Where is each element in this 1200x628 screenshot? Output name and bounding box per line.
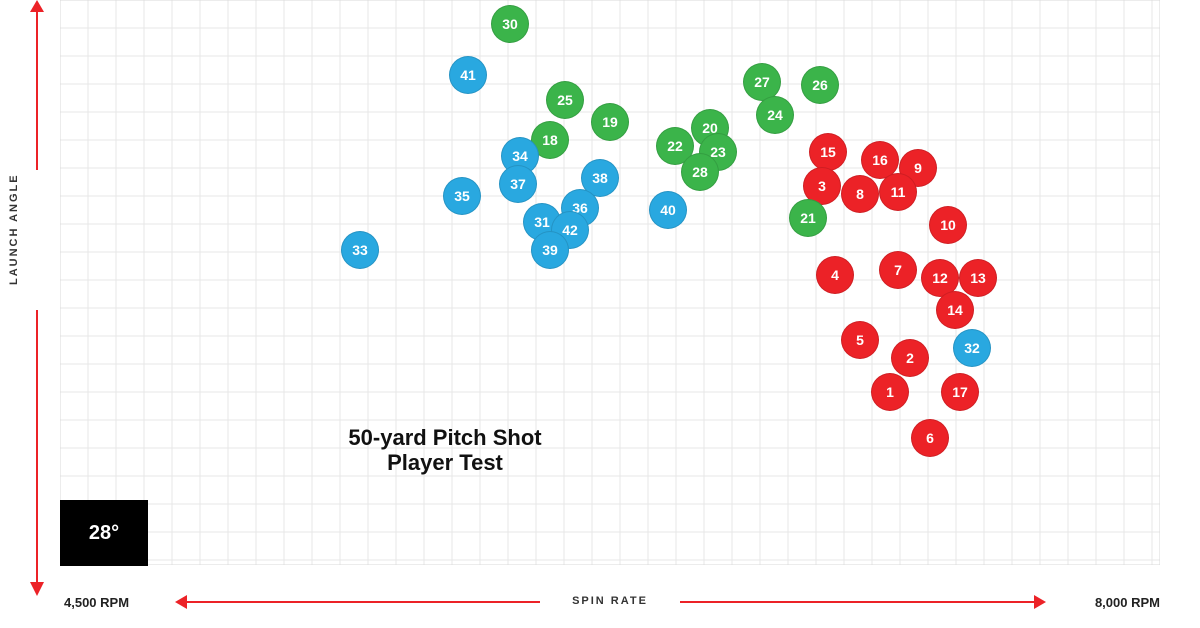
data-point: 26: [801, 66, 839, 104]
data-point-label: 5: [856, 332, 864, 348]
chart-title-line1: 50-yard Pitch Shot: [315, 425, 575, 450]
data-point-label: 24: [767, 107, 783, 123]
data-point-label: 26: [812, 77, 828, 93]
data-point-label: 34: [512, 148, 528, 164]
data-point-label: 38: [592, 170, 608, 186]
data-point: 21: [789, 199, 827, 237]
data-point-label: 21: [800, 210, 816, 226]
data-point-label: 35: [454, 188, 470, 204]
data-point: 11: [879, 173, 917, 211]
data-point-label: 25: [557, 92, 573, 108]
data-point-label: 3: [818, 178, 826, 194]
data-point-label: 41: [460, 67, 476, 83]
data-point-label: 15: [820, 144, 836, 160]
data-point-label: 42: [562, 222, 578, 238]
x-axis-label: SPIN RATE: [560, 595, 660, 607]
data-point-label: 33: [352, 242, 368, 258]
data-point-label: 28: [692, 164, 708, 180]
x-axis-max: 8,000 RPM: [1095, 595, 1160, 610]
data-point-label: 32: [964, 340, 980, 356]
data-point-label: 39: [542, 242, 558, 258]
launch-angle-badge: 28°: [60, 500, 148, 566]
data-point-label: 40: [660, 202, 676, 218]
data-point: 15: [809, 133, 847, 171]
data-point: 8: [841, 175, 879, 213]
data-point-label: 6: [926, 430, 934, 446]
data-point: 25: [546, 81, 584, 119]
data-point-label: 37: [510, 176, 526, 192]
data-point-label: 7: [894, 262, 902, 278]
data-point-label: 18: [542, 132, 558, 148]
data-point-label: 12: [932, 270, 948, 286]
data-point-label: 9: [914, 160, 922, 176]
data-point-label: 10: [940, 217, 956, 233]
data-point: 4: [816, 256, 854, 294]
data-point-label: 30: [502, 16, 518, 32]
x-axis-arrow-left: [175, 595, 550, 612]
data-point: 7: [879, 251, 917, 289]
data-point: 37: [499, 165, 537, 203]
data-point: 41: [449, 56, 487, 94]
data-point: 28: [681, 153, 719, 191]
data-point-label: 1: [886, 384, 894, 400]
data-point: 5: [841, 321, 879, 359]
data-point-label: 16: [872, 152, 888, 168]
data-point: 24: [756, 96, 794, 134]
x-axis-min: 4,500 RPM: [64, 595, 129, 610]
data-point-label: 27: [754, 74, 770, 90]
y-axis-label: LAUNCH ANGLE: [8, 173, 20, 285]
data-point: 30: [491, 5, 529, 43]
badge-text: 28°: [89, 522, 119, 545]
data-point: 10: [929, 206, 967, 244]
y-axis-arrow-down: [30, 310, 47, 600]
data-point: 6: [911, 419, 949, 457]
data-point-label: 31: [534, 214, 550, 230]
y-axis-arrow-up: [30, 0, 47, 180]
data-point: 17: [941, 373, 979, 411]
data-point: 13: [959, 259, 997, 297]
data-point-label: 17: [952, 384, 968, 400]
data-point: 19: [591, 103, 629, 141]
data-point: 14: [936, 291, 974, 329]
data-point-label: 2: [906, 350, 914, 366]
data-point: 39: [531, 231, 569, 269]
data-point-label: 8: [856, 186, 864, 202]
data-point-label: 4: [831, 267, 839, 283]
data-point: 35: [443, 177, 481, 215]
chart-title-line2: Player Test: [315, 450, 575, 475]
data-point-label: 11: [891, 184, 906, 200]
data-point: 40: [649, 191, 687, 229]
data-point-label: 19: [602, 114, 618, 130]
data-point: 2: [891, 339, 929, 377]
chart-title: 50-yard Pitch Shot Player Test: [315, 425, 575, 476]
data-point: 1: [871, 373, 909, 411]
data-point-label: 13: [970, 270, 986, 286]
x-axis-arrow-right: [680, 595, 1050, 612]
chart-stage: LAUNCH ANGLE 28° 50-yard Pitch Shot Play…: [0, 0, 1200, 628]
data-point: 32: [953, 329, 991, 367]
data-point-label: 14: [947, 302, 963, 318]
data-point-label: 22: [667, 138, 683, 154]
data-point: 33: [341, 231, 379, 269]
